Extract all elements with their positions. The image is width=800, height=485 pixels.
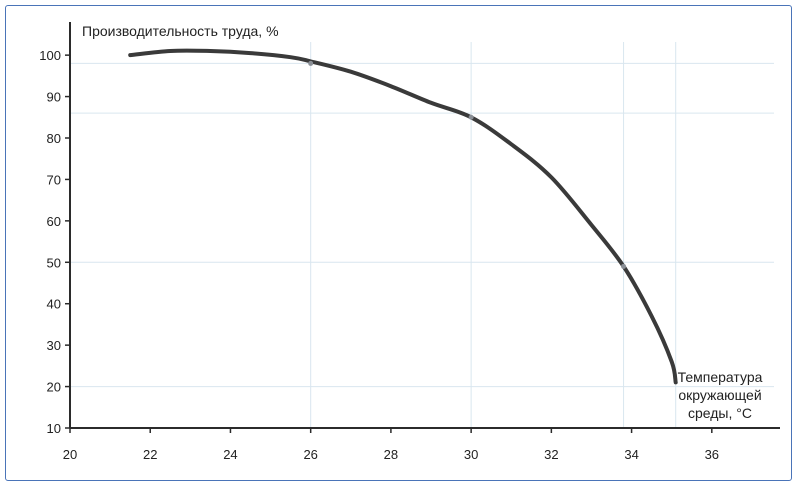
y-tick-label: 40: [47, 297, 61, 312]
x-axis-title-line: среды, °С: [688, 405, 752, 421]
y-tick-label: 80: [47, 131, 61, 146]
series-line: [128, 48, 678, 385]
y-tick-label: 70: [47, 172, 61, 187]
x-tick-label: 20: [63, 447, 77, 462]
x-tick-label: 26: [303, 447, 317, 462]
x-tick-label: 22: [143, 447, 157, 462]
y-tick-label: 60: [47, 214, 61, 229]
reference-lines: [70, 42, 774, 428]
x-tick-label: 28: [384, 447, 398, 462]
axes: [69, 22, 780, 429]
y-tick-label: 100: [39, 48, 61, 63]
x-tick-label: 32: [544, 447, 558, 462]
x-tick-label: 24: [223, 447, 237, 462]
x-axis-title-line: окружающей: [678, 387, 761, 403]
y-tick-label: 90: [47, 90, 61, 105]
y-tick-label: 10: [47, 421, 61, 436]
x-axis-title-line: Температура: [678, 369, 763, 385]
data-point: [308, 60, 314, 66]
y-tick-label: 50: [47, 255, 61, 270]
y-ticks: 10 20 30 40 50 60 70 80 90 100: [39, 48, 70, 436]
data-point: [621, 263, 627, 269]
x-ticks: 20 22 24 26 28 30 32 34 36: [63, 428, 719, 462]
series: [128, 48, 678, 385]
x-tick-label: 34: [624, 447, 638, 462]
chart-frame: [5, 5, 792, 481]
marked-points: [308, 60, 627, 269]
data-point: [468, 114, 474, 120]
x-tick-label: 30: [464, 447, 478, 462]
y-tick-label: 30: [47, 338, 61, 353]
y-tick-label: 20: [47, 380, 61, 395]
x-axis-title: Температура окружающей среды, °С: [678, 369, 763, 421]
x-tick-label: 36: [705, 447, 719, 462]
y-axis-title: Производительность труда, %: [82, 23, 279, 39]
